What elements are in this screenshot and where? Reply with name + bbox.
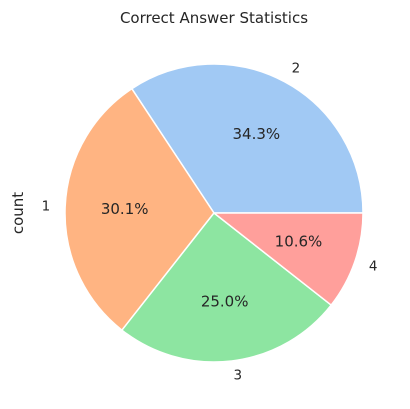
slice-category-label: 1 bbox=[42, 198, 51, 214]
slice-percent-label: 30.1% bbox=[101, 200, 149, 218]
slice-percent-label: 10.6% bbox=[275, 233, 323, 251]
y-axis-label: count bbox=[9, 192, 27, 234]
slice-category-label: 2 bbox=[292, 61, 301, 77]
slice-percent-label: 34.3% bbox=[233, 125, 281, 143]
slice-category-label: 3 bbox=[234, 368, 243, 384]
slice-percent-label: 25.0% bbox=[201, 292, 249, 310]
chart-title: Correct Answer Statistics bbox=[120, 9, 308, 27]
slice-category-label: 4 bbox=[369, 259, 378, 275]
